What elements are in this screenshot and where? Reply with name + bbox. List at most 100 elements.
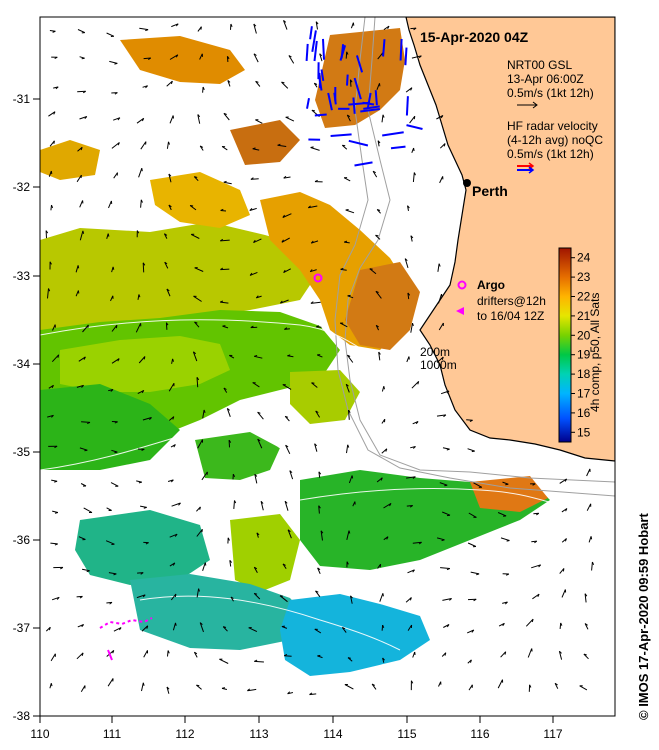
- current-arrow: [315, 21, 318, 30]
- current-arrow-head: [383, 386, 385, 390]
- radar-legend-line-1: HF radar velocity: [507, 119, 598, 133]
- current-arrow-head: [404, 258, 408, 262]
- current-arrow-head: [446, 624, 450, 628]
- current-arrow-head: [220, 267, 224, 271]
- current-arrow-head: [230, 23, 233, 27]
- current-arrow-head: [279, 595, 283, 597]
- current-arrow: [76, 384, 84, 388]
- current-arrow: [79, 447, 88, 451]
- current-arrow: [79, 116, 87, 120]
- current-arrow-head: [255, 295, 259, 299]
- current-arrow-head: [254, 473, 258, 477]
- current-arrow: [284, 655, 292, 657]
- current-arrow: [532, 593, 540, 600]
- current-arrow-head: [172, 416, 175, 420]
- colorbar-tick-label: 19: [577, 348, 591, 362]
- current-arrow: [467, 542, 477, 547]
- current-arrow-head: [197, 114, 201, 118]
- current-arrow-head: [146, 625, 149, 629]
- current-arrow-head: [344, 240, 348, 243]
- current-arrow: [282, 384, 292, 390]
- radar-arrow: [313, 40, 318, 62]
- current-arrow-head: [410, 235, 414, 239]
- current-arrow-head: [449, 598, 452, 601]
- current-arrow: [222, 626, 228, 632]
- current-arrow-head: [81, 652, 84, 656]
- radar-arrow: [348, 139, 369, 147]
- current-arrow: [194, 321, 200, 328]
- current-arrow-head: [446, 390, 450, 394]
- colorbar-tick-label: 22: [577, 290, 591, 304]
- current-arrow: [143, 650, 148, 658]
- current-arrow: [311, 382, 318, 388]
- current-arrow: [135, 323, 142, 333]
- current-arrow: [48, 111, 56, 117]
- current-arrow-head: [117, 358, 120, 362]
- current-arrow-head: [48, 627, 51, 631]
- current-arrow-head: [315, 590, 319, 593]
- current-arrow: [308, 205, 318, 209]
- current-arrow-head: [173, 444, 176, 448]
- current-arrow: [438, 322, 444, 331]
- current-arrow-head: [175, 23, 179, 27]
- current-arrow-head: [194, 651, 198, 655]
- radar-arrow: [363, 105, 380, 110]
- current-arrow: [586, 468, 591, 477]
- current-arrow-head: [320, 530, 324, 534]
- current-arrow: [436, 537, 445, 541]
- current-arrow: [253, 593, 261, 600]
- current-arrow: [310, 301, 321, 304]
- current-arrow-head: [228, 439, 232, 443]
- current-arrow: [346, 530, 350, 541]
- current-arrow: [108, 200, 112, 209]
- current-arrow: [196, 684, 202, 690]
- current-arrow: [250, 178, 259, 180]
- current-arrow: [168, 382, 175, 392]
- current-arrow-head: [277, 143, 281, 146]
- current-arrow-head: [204, 562, 207, 566]
- current-arrow-head: [50, 683, 53, 687]
- current-arrow: [473, 482, 483, 488]
- current-arrow: [171, 502, 181, 507]
- current-arrow-head: [350, 595, 353, 599]
- current-arrow: [196, 528, 203, 537]
- current-arrow: [81, 421, 91, 423]
- current-arrow-head: [114, 451, 118, 454]
- current-arrow-head: [554, 682, 558, 686]
- y-tick-label: -38: [13, 709, 31, 723]
- current-arrow: [113, 172, 118, 179]
- current-arrow: [341, 144, 348, 150]
- current-arrow: [257, 411, 264, 420]
- current-arrow-head: [281, 239, 284, 243]
- current-arrow-head: [141, 448, 145, 451]
- current-arrow: [257, 438, 263, 449]
- current-arrow: [497, 512, 507, 517]
- current-arrow: [412, 172, 415, 183]
- current-arrow: [247, 688, 257, 692]
- current-arrow-head: [114, 62, 118, 65]
- current-arrow-head: [199, 506, 201, 510]
- current-arrow: [172, 622, 176, 631]
- current-arrow-head: [196, 684, 200, 687]
- y-tick-label: -31: [13, 92, 31, 106]
- current-arrow: [166, 141, 169, 149]
- current-arrow-head: [311, 109, 315, 112]
- current-arrow-head: [50, 170, 53, 175]
- current-arrow-head: [175, 622, 177, 626]
- current-arrow-head: [138, 481, 142, 484]
- current-arrow: [318, 505, 320, 514]
- current-arrow: [51, 354, 60, 363]
- current-arrow: [369, 268, 377, 275]
- current-arrow-head: [254, 355, 258, 357]
- current-arrow-head: [166, 288, 170, 292]
- current-arrow: [223, 113, 230, 121]
- current-arrow: [442, 511, 451, 516]
- current-arrow: [310, 147, 320, 151]
- radar-arrow: [355, 55, 364, 73]
- radar-legend-line-2: (4-12h avg) noQC: [507, 133, 603, 147]
- current-arrow: [252, 382, 260, 388]
- current-arrow: [78, 356, 86, 362]
- current-arrow: [375, 234, 381, 240]
- current-arrow-head: [253, 23, 257, 27]
